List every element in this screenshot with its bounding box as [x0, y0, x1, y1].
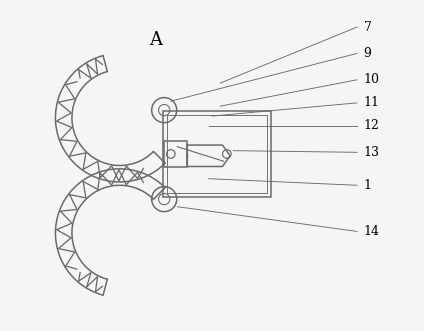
Bar [164, 141, 187, 167]
Text: 12: 12 [364, 119, 379, 132]
Text: 9: 9 [364, 47, 371, 60]
Text: 7: 7 [364, 21, 371, 33]
Text: 13: 13 [364, 146, 379, 159]
Text: 14: 14 [364, 225, 379, 238]
Text: A: A [150, 31, 162, 49]
Text: 1: 1 [364, 179, 371, 192]
Bar [167, 115, 268, 193]
Bar [162, 111, 271, 197]
Text: 11: 11 [364, 96, 379, 109]
Text: 10: 10 [364, 73, 379, 86]
